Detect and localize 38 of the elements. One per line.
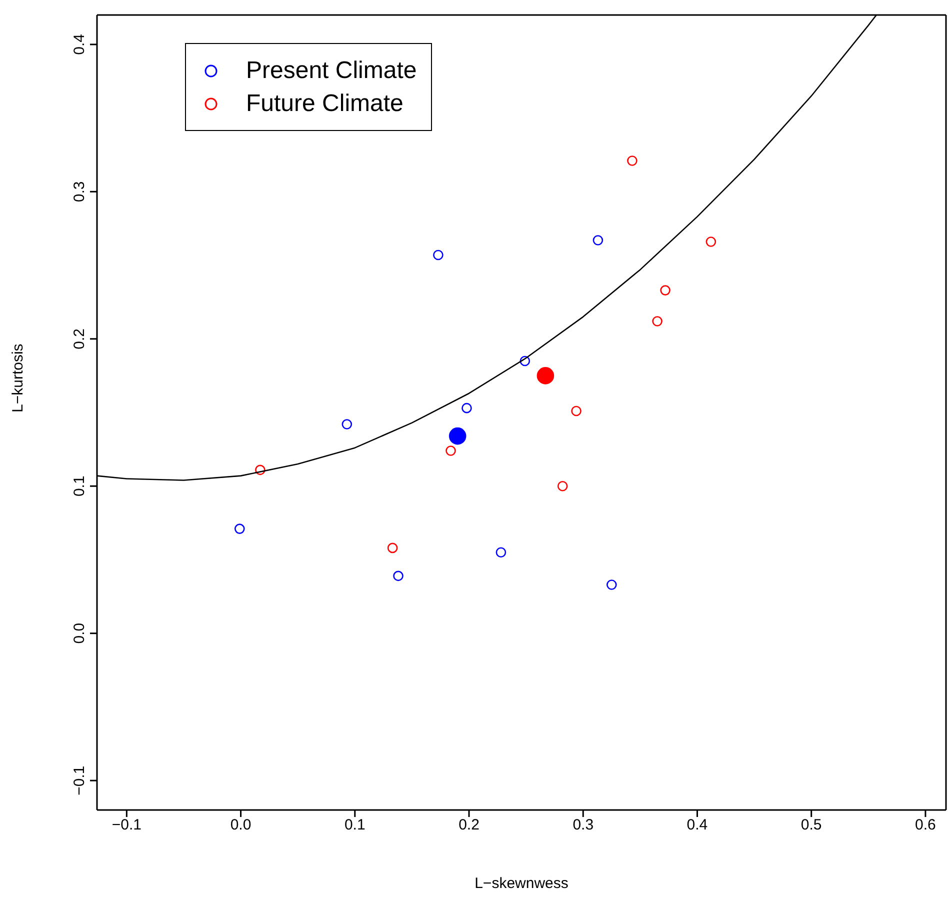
point <box>446 446 456 456</box>
y-tick-label: 0.1 <box>71 476 88 497</box>
point <box>592 235 604 246</box>
y-tick-label: 0.3 <box>71 181 88 202</box>
point <box>652 316 662 326</box>
point <box>660 285 670 296</box>
point <box>255 464 266 476</box>
point <box>387 542 398 554</box>
point <box>606 580 617 590</box>
y-tick-label: 0.2 <box>71 328 88 350</box>
point <box>627 156 638 166</box>
y-tick-label: 0.0 <box>71 622 88 644</box>
x-tick-label: 0.3 <box>572 816 594 834</box>
point <box>536 367 554 384</box>
y-tick-label: 0.4 <box>71 34 88 55</box>
point <box>462 402 472 414</box>
x-tick-label: 0.0 <box>230 816 252 834</box>
point <box>342 419 352 430</box>
x-axis-title: L−skewnwess <box>474 875 568 892</box>
y-tick-label: −0.1 <box>71 766 88 796</box>
point <box>433 250 444 260</box>
point <box>448 427 466 445</box>
point <box>520 356 530 366</box>
point <box>234 524 245 534</box>
x-tick-label: −0.1 <box>112 816 142 834</box>
x-tick-label: 0.6 <box>915 816 936 834</box>
x-tick-label: 0.4 <box>686 816 708 834</box>
point <box>557 480 568 492</box>
legend-label: Present Climate <box>246 56 417 86</box>
x-tick-label: 0.5 <box>800 816 822 834</box>
x-tick-label: 0.1 <box>344 816 366 834</box>
point <box>496 547 506 558</box>
point <box>571 406 582 416</box>
point <box>706 236 716 247</box>
legend-label: Future Climate <box>246 89 404 119</box>
x-tick-label: 0.2 <box>458 816 480 834</box>
y-axis-title: L−kurtosis <box>9 344 26 412</box>
point <box>393 570 404 582</box>
